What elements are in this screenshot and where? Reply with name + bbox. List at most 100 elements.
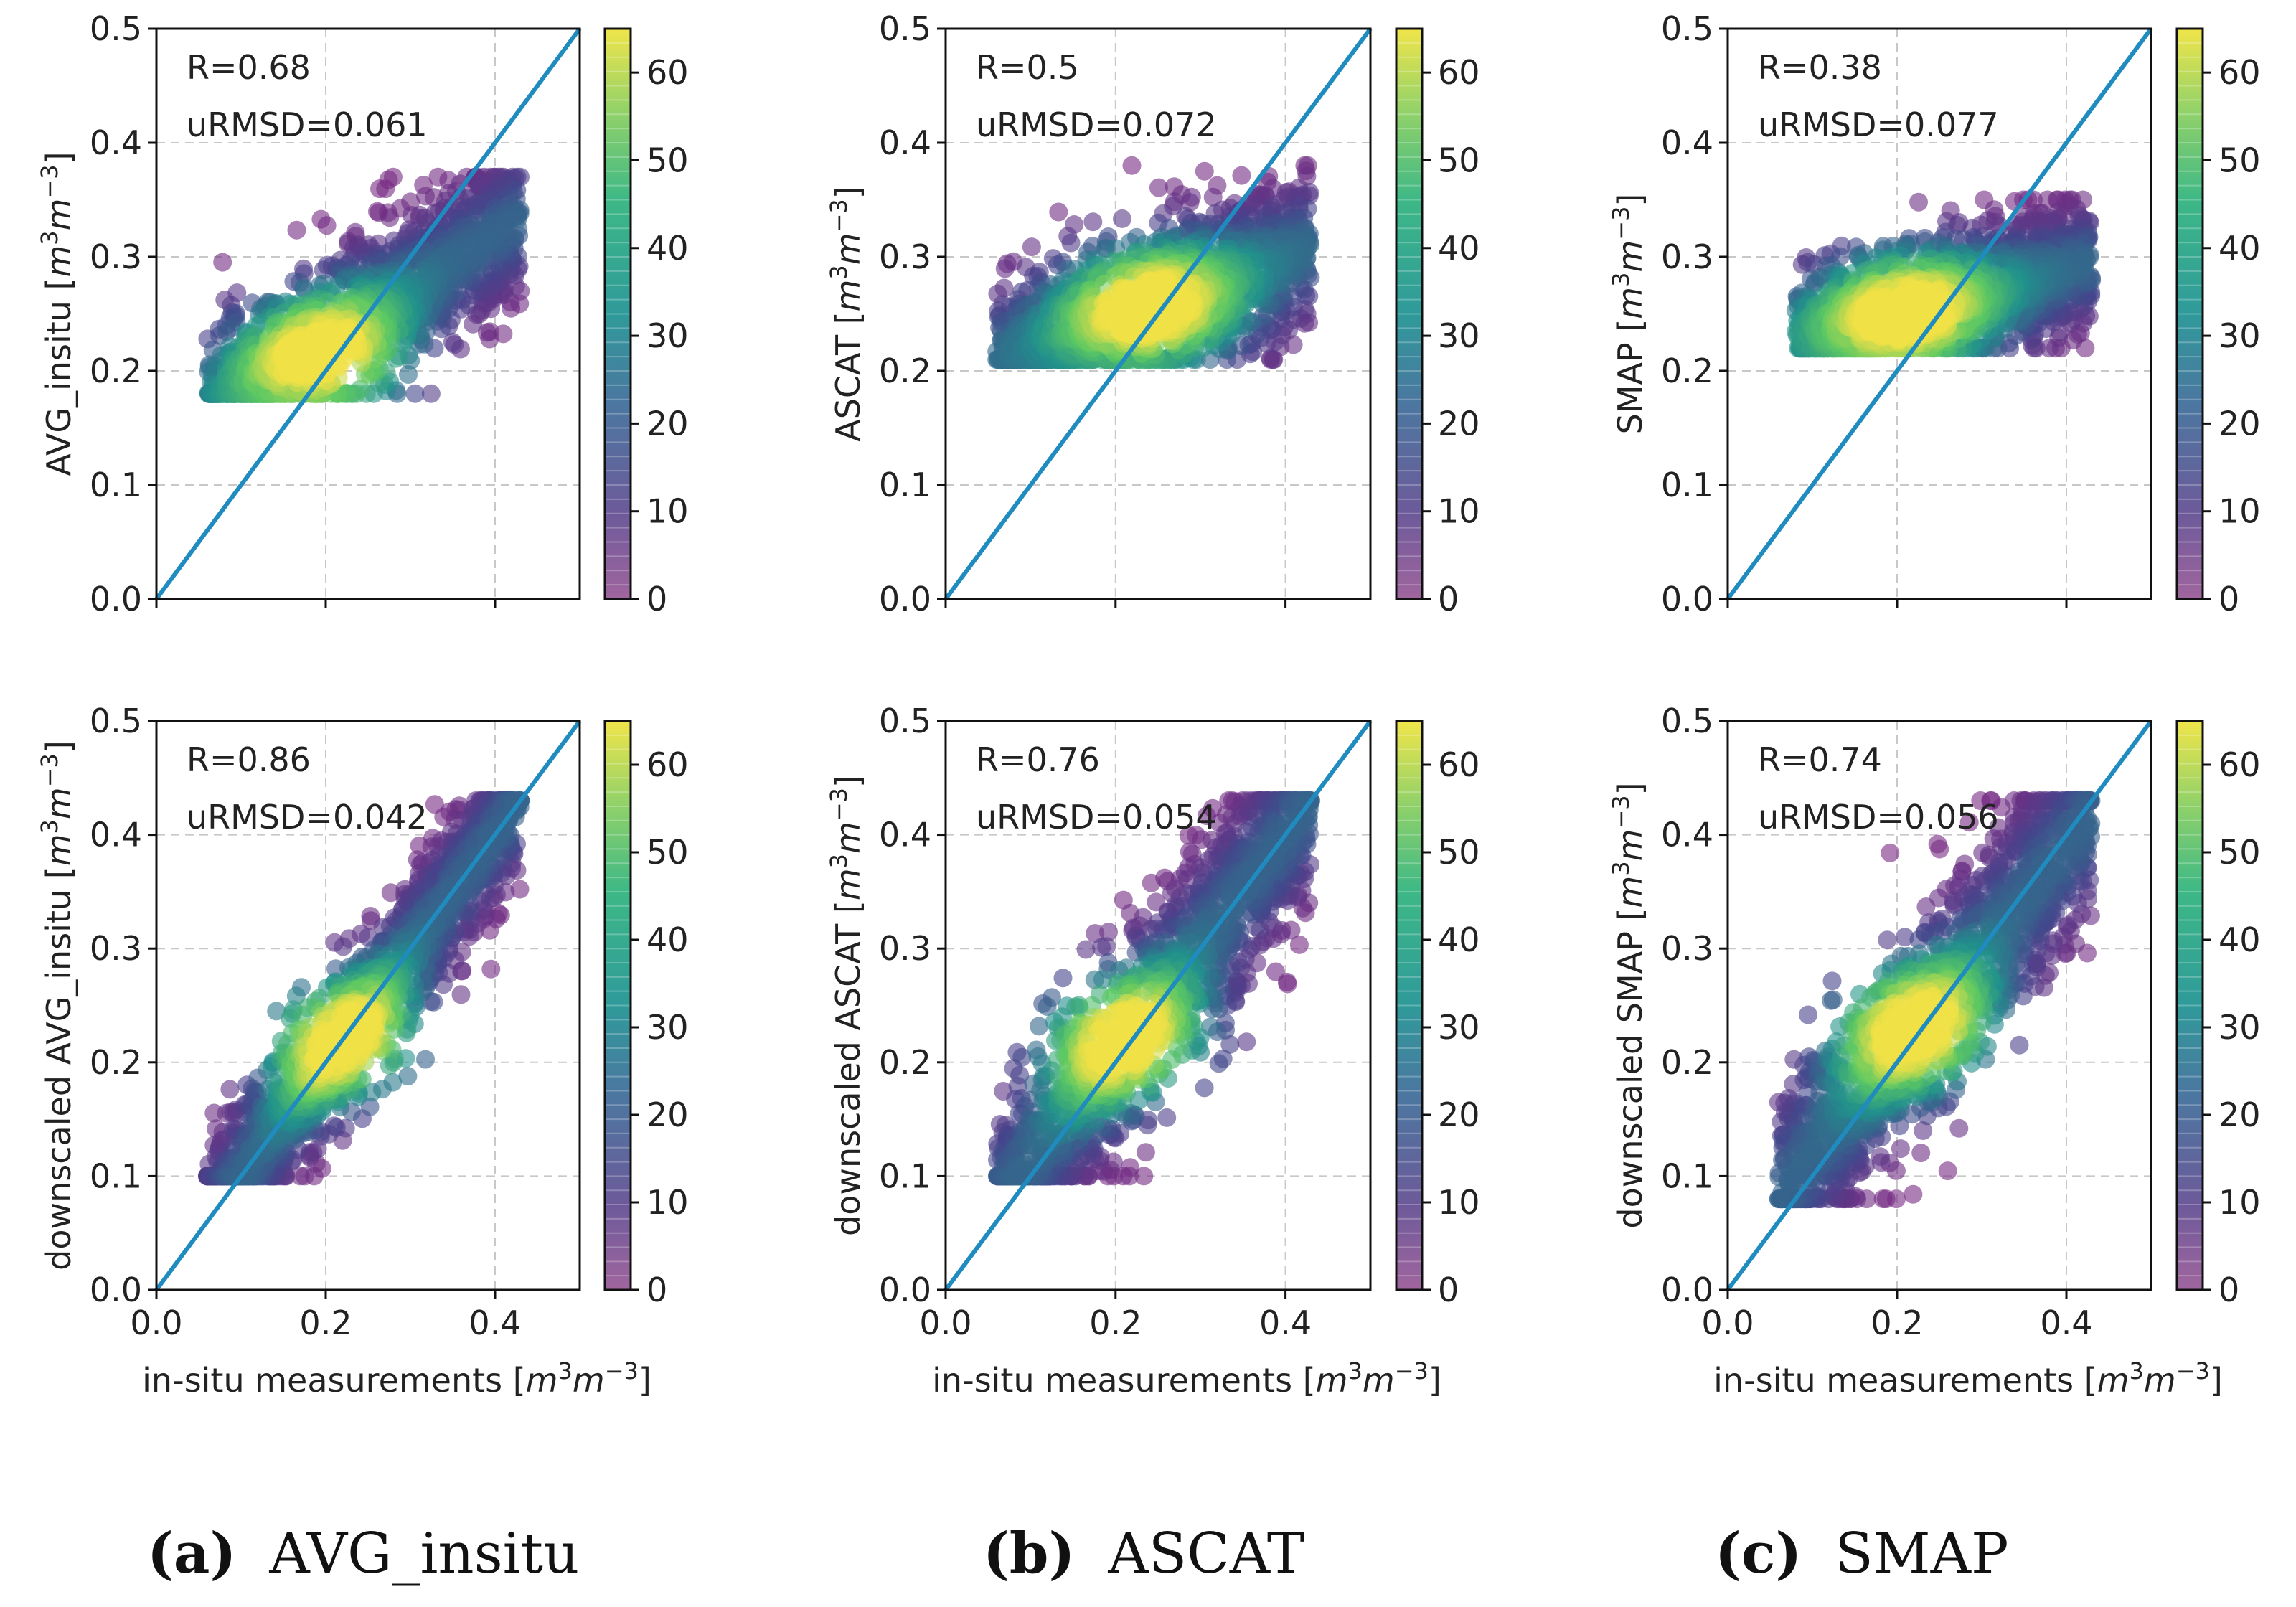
panel-a-top-colorbar-frame [603, 27, 632, 600]
panel-c-top-colorbar-tick-label-0: 0 [2219, 580, 2239, 618]
panel-c-top-colorbar-tick-label-1: 10 [2219, 492, 2261, 531]
panel-a-bottom-point-253 [324, 1116, 344, 1136]
panel-a-top-point-238 [405, 384, 425, 403]
panel-a-top-point-12 [213, 253, 232, 272]
panel-a-top-points [198, 167, 530, 403]
panel-c-top-ytick-label-0: 0.0 [1661, 580, 1713, 618]
panel-a-top-colorbar-tick-label-5: 50 [646, 141, 689, 179]
panel-b-top-one-to-one-line [944, 27, 1373, 600]
panel-c-top-ytick-label-4: 0.4 [1661, 123, 1713, 162]
panel-a-top-point-1399 [309, 341, 328, 361]
panel-b-top-point-50 [994, 278, 1014, 298]
panel-layer: 0.0 0.1 0.2 0.3 0.4 0.5 AVG_insitu [m3m−3] R=0.… [36, 9, 2261, 1400]
panel-b-top-point-15 [1203, 187, 1223, 207]
panel-c-top-ytick-label-2: 0.2 [1661, 352, 1713, 390]
panel-c-top-frame [1726, 27, 2152, 600]
panel-a-top-ytick-label-1: 0.1 [90, 466, 142, 504]
panel-a-top-colorbar-tick-label-3: 30 [646, 316, 689, 355]
panel-c-top-ytick-label-5: 0.5 [1661, 9, 1713, 48]
panel-c-top: 0.0 0.1 0.2 0.3 0.4 0.5 SMAP [m3m−3] R=0.38 uRMS… [1607, 9, 2261, 618]
panel-a-top-point-6 [287, 220, 306, 240]
panel-b-top-point-86 [1061, 233, 1081, 253]
panel-a-top-point-23 [477, 323, 497, 342]
panel-a-top-stat-urmsd: uRMSD=0.061 [187, 105, 428, 144]
panel-b-top-colorbar-tick-label-0: 0 [1438, 580, 1459, 618]
panel-b-top-grid [946, 29, 1370, 599]
panel-a-bottom-point-107 [334, 937, 353, 956]
panel-b-top-colorbar-fill [1396, 29, 1422, 599]
panel-b-top-ytick-label-5: 0.5 [879, 9, 931, 48]
panel-a-top-point-8 [317, 216, 337, 235]
panel-b-top-colorbar: 0 10 20 30 40 50 60 [1395, 27, 1480, 618]
panel-b-top-point-0 [1122, 156, 1142, 175]
panel-b-top-colorbar-tick-label-6: 60 [1438, 53, 1480, 92]
panel-b-top-colorbar-tick-label-1: 10 [1438, 492, 1480, 531]
panel-c-top-ytick-label-1: 0.1 [1661, 466, 1713, 504]
panel-b-top-ylabel: ASCAT [m3m−3] [825, 186, 867, 441]
panel-b-top-ytick-label-3: 0.3 [879, 237, 931, 276]
panel-c-top-colorbar-tick-label-4: 40 [2219, 229, 2261, 268]
panel-a-top-colorbar-tick-label-6: 60 [646, 53, 689, 92]
panel-b-top-point-1 [1195, 161, 1214, 181]
panel-a-bottom-points [197, 791, 530, 1186]
panel-b-top-colorbar-tick-label-4: 40 [1438, 229, 1480, 268]
panel-c-top-point-1399 [1893, 305, 1913, 324]
panel-a-top-ytick-label-3: 0.3 [90, 237, 142, 276]
panel-a-top-ylabel: AVG_insitu [m3m−3] [36, 151, 78, 476]
panel-c-top-colorbar-tick-label-6: 60 [2219, 53, 2261, 92]
panel-c-top-stat-urmsd: uRMSD=0.077 [1758, 105, 1999, 144]
panel-c-top-point-15 [1909, 192, 1928, 212]
panel-b-top-colorbar-tick-label-3: 30 [1438, 316, 1480, 355]
panel-a-top-colorbar-tick-label-1: 10 [646, 492, 689, 531]
panel-c-top-points [1786, 190, 2102, 358]
panel-c-top-one-to-one-line [1726, 27, 2153, 600]
panel-b-top-ytick-label-4: 0.4 [879, 123, 931, 162]
panel-a-top-one-to-one-line [154, 27, 582, 600]
panel-a-top-colorbar-tick-label-2: 20 [646, 404, 689, 443]
panel-b-top-stat-urmsd: uRMSD=0.072 [976, 105, 1217, 144]
panel-a-top-point-3 [376, 179, 395, 199]
panel-a-bottom-point-1 [481, 959, 501, 979]
panel-a-bottom-point-20 [291, 1167, 310, 1186]
panel-c-top-ylabel: SMAP [m3m−3] [1607, 194, 1650, 435]
panel-b-top-point-46 [1083, 212, 1103, 232]
panel-a-bottom-point-4 [510, 880, 530, 899]
panel-a-top-colorbar-tick-label-0: 0 [646, 580, 667, 618]
panel-b-top-point-9 [1049, 202, 1068, 222]
panel-c-top-ytick-label-3: 0.3 [1661, 237, 1713, 276]
panel-a-top-point-548 [399, 365, 418, 384]
panel-a-top-point-22 [380, 208, 400, 227]
panel-a-top-ytick-label-0: 0.0 [90, 580, 142, 618]
panel-a-top-frame [155, 27, 581, 600]
panel-b-top-point-29 [1180, 193, 1200, 212]
panel-b-top-frame [944, 27, 1372, 600]
panel-a-top-ytick-label-2: 0.2 [90, 352, 142, 390]
panel-c-top-colorbar-fill [2177, 29, 2203, 599]
panel-b-top-ticks: 0.00.10.20.30.40.5 [879, 9, 1287, 618]
panel-c-top-ticks: 0.0 0.1 0.2 0.3 0.4 0.5 [1661, 9, 2068, 618]
panel-b-top-colorbar-frame [1395, 27, 1424, 600]
panel-a-top-ytick-label-4: 0.4 [90, 123, 142, 162]
panel-a-top-point-126 [421, 384, 441, 403]
panel-b-top-ytick-label-2: 0.2 [879, 352, 931, 390]
panel-a-bottom-point-13 [381, 883, 400, 903]
panel-b-top-stat-r: R=0.5 [976, 48, 1079, 87]
panel-a-top-colorbar-tick-label-4: 40 [646, 229, 689, 268]
panel-c-top-stat-r: R=0.38 [1758, 48, 1882, 87]
panel-b-top-colorbar-tick-label-5: 50 [1438, 141, 1480, 179]
panel-b-top-points [987, 156, 1320, 369]
panel-b-top-point-1399 [1142, 296, 1162, 315]
panel-a-top-point-103 [443, 332, 462, 352]
panel-b-top-ytick-label-0: 0.0 [879, 580, 931, 618]
panel-a-bottom-point-50 [451, 985, 471, 1004]
panel-b-top-point-22 [1022, 237, 1041, 257]
panel-a-top-ytick-label-5: 0.5 [90, 9, 142, 48]
panel-a-top-colorbar: 0 10 20 30 40 50 60 [603, 27, 689, 618]
panel-b-top-colorbar-tick-label-2: 20 [1438, 404, 1480, 443]
panel-b-top-point-7 [1149, 178, 1168, 197]
panel-c-top-colorbar-tick-label-3: 30 [2219, 316, 2261, 355]
